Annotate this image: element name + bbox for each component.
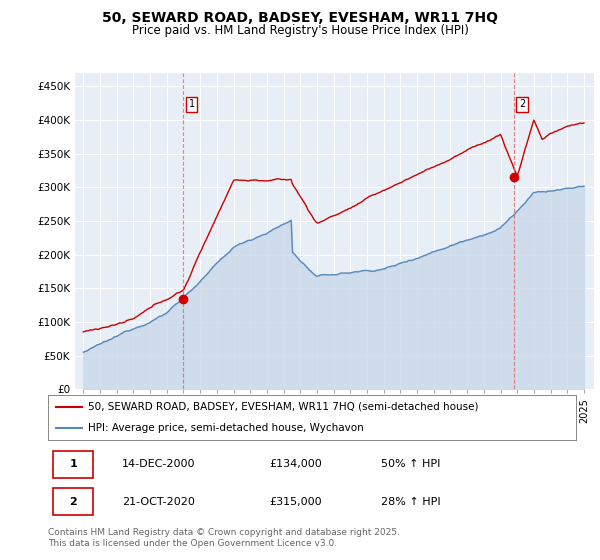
Text: 28% ↑ HPI: 28% ↑ HPI [380, 497, 440, 507]
Text: 2: 2 [69, 497, 77, 507]
Text: HPI: Average price, semi-detached house, Wychavon: HPI: Average price, semi-detached house,… [88, 422, 364, 432]
FancyBboxPatch shape [53, 450, 93, 478]
Text: £134,000: £134,000 [270, 459, 323, 469]
Text: 14-DEC-2000: 14-DEC-2000 [122, 459, 196, 469]
Text: 21-OCT-2020: 21-OCT-2020 [122, 497, 195, 507]
Text: Contains HM Land Registry data © Crown copyright and database right 2025.
This d: Contains HM Land Registry data © Crown c… [48, 528, 400, 548]
Text: 1: 1 [69, 459, 77, 469]
Text: Price paid vs. HM Land Registry's House Price Index (HPI): Price paid vs. HM Land Registry's House … [131, 24, 469, 36]
Text: 50, SEWARD ROAD, BADSEY, EVESHAM, WR11 7HQ (semi-detached house): 50, SEWARD ROAD, BADSEY, EVESHAM, WR11 7… [88, 402, 478, 412]
Text: 1: 1 [188, 100, 194, 109]
FancyBboxPatch shape [53, 488, 93, 515]
Text: 2: 2 [519, 100, 525, 109]
Text: 50% ↑ HPI: 50% ↑ HPI [380, 459, 440, 469]
Text: 50, SEWARD ROAD, BADSEY, EVESHAM, WR11 7HQ: 50, SEWARD ROAD, BADSEY, EVESHAM, WR11 7… [102, 11, 498, 25]
Text: £315,000: £315,000 [270, 497, 322, 507]
